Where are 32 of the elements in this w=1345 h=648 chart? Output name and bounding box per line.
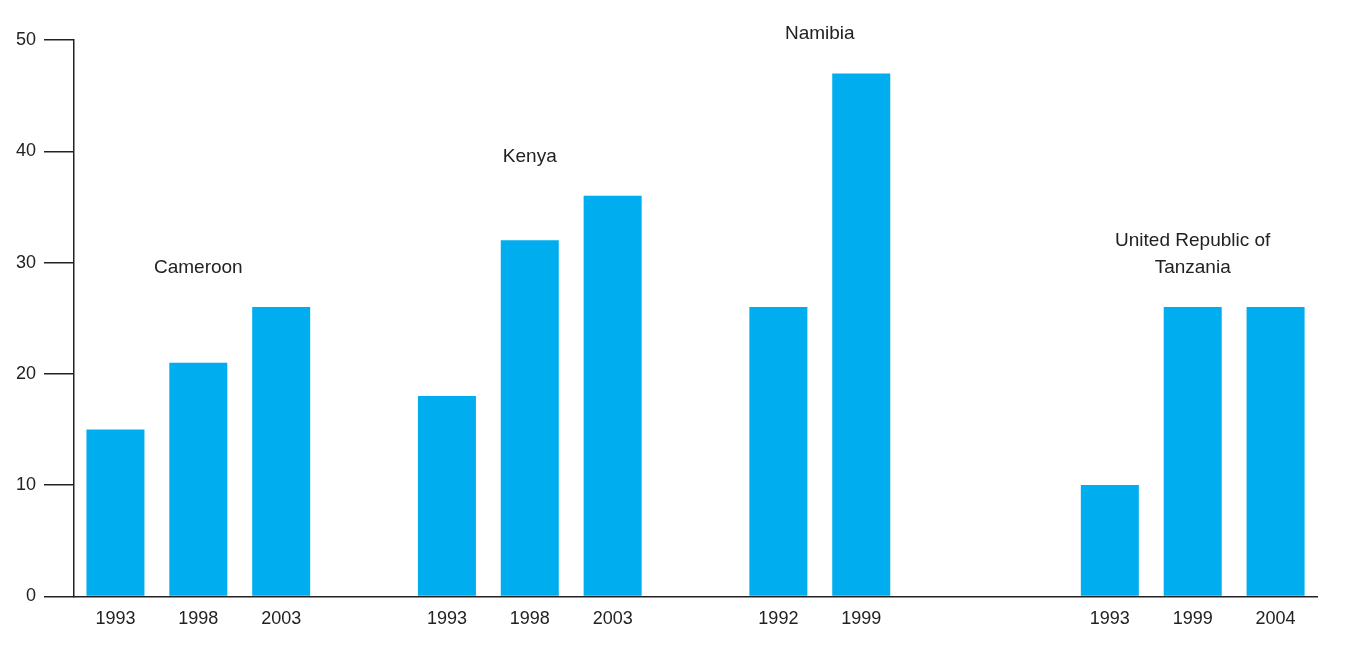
y-tick-label: 40 — [15, 140, 37, 161]
bar — [252, 307, 311, 596]
bar — [1163, 307, 1222, 596]
y-tick-label: 0 — [26, 585, 37, 606]
x-tick-label: 1993 — [1089, 608, 1130, 629]
x-tick-label: 1993 — [426, 608, 467, 629]
x-tick-label: 2003 — [592, 608, 633, 629]
bar — [169, 362, 228, 596]
bar — [417, 396, 476, 596]
x-tick-label: 1999 — [841, 608, 882, 629]
x-tick-label: 1998 — [178, 608, 219, 629]
x-tick-label: 2004 — [1255, 608, 1296, 629]
x-tick-label: 1993 — [95, 608, 136, 629]
annotation: Kenya — [502, 144, 558, 166]
y-tick-label: 50 — [15, 28, 37, 49]
y-tick-label: 30 — [15, 251, 37, 272]
annotation: Namibia — [784, 22, 856, 44]
annotation: United Republic of Tanzania — [1115, 228, 1272, 277]
bar — [1080, 485, 1139, 596]
x-tick-label: 1999 — [1172, 608, 1213, 629]
y-tick-label: 10 — [15, 474, 37, 495]
bar — [1246, 307, 1305, 596]
annotation: Cameroon — [153, 255, 243, 277]
x-tick-label: 2003 — [261, 608, 302, 629]
bar — [86, 429, 145, 596]
y-tick-label: 20 — [15, 362, 37, 383]
bar — [832, 73, 891, 596]
bar — [583, 195, 642, 596]
bar — [749, 307, 808, 596]
bar — [500, 240, 559, 596]
x-tick-label: 1998 — [509, 608, 550, 629]
x-tick-label: 1992 — [758, 608, 799, 629]
